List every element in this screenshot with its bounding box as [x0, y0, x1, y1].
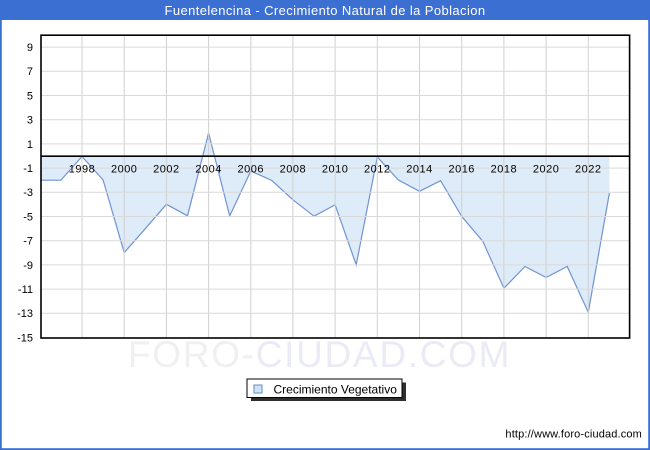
svg-text:-15: -15 [17, 332, 33, 344]
svg-text:FORO-CIUDAD.COM: FORO-CIUDAD.COM [128, 334, 511, 375]
svg-text:-11: -11 [18, 284, 33, 296]
svg-text:5: 5 [27, 90, 33, 102]
svg-text:1: 1 [27, 139, 33, 151]
svg-text:2020: 2020 [533, 164, 559, 176]
svg-text:-9: -9 [23, 260, 33, 272]
svg-text:2012: 2012 [364, 164, 390, 176]
svg-text:2000: 2000 [111, 164, 137, 176]
svg-text:9: 9 [27, 42, 33, 54]
svg-text:2022: 2022 [575, 164, 601, 176]
svg-text:7: 7 [27, 66, 33, 78]
svg-text:2010: 2010 [322, 164, 348, 176]
svg-text:2004: 2004 [195, 164, 221, 176]
svg-text:3: 3 [27, 115, 33, 127]
svg-text:-1: -1 [23, 163, 33, 175]
svg-text:Fuentelencina - Crecimiento Na: Fuentelencina - Crecimiento Natural de l… [164, 3, 485, 18]
svg-text:-13: -13 [17, 308, 33, 320]
svg-text:-5: -5 [23, 211, 33, 223]
svg-text:2016: 2016 [448, 164, 474, 176]
svg-text:-7: -7 [23, 236, 33, 248]
svg-text:2008: 2008 [280, 164, 306, 176]
svg-text:-3: -3 [23, 187, 33, 199]
svg-text:2006: 2006 [238, 164, 264, 176]
svg-text:2002: 2002 [153, 164, 179, 176]
svg-text:http://www.foro-ciudad.com: http://www.foro-ciudad.com [505, 429, 642, 441]
svg-text:Crecimiento Vegetativo: Crecimiento Vegetativo [274, 383, 398, 397]
svg-text:2014: 2014 [406, 164, 432, 176]
svg-text:1998: 1998 [69, 164, 95, 176]
svg-text:2018: 2018 [491, 164, 517, 176]
